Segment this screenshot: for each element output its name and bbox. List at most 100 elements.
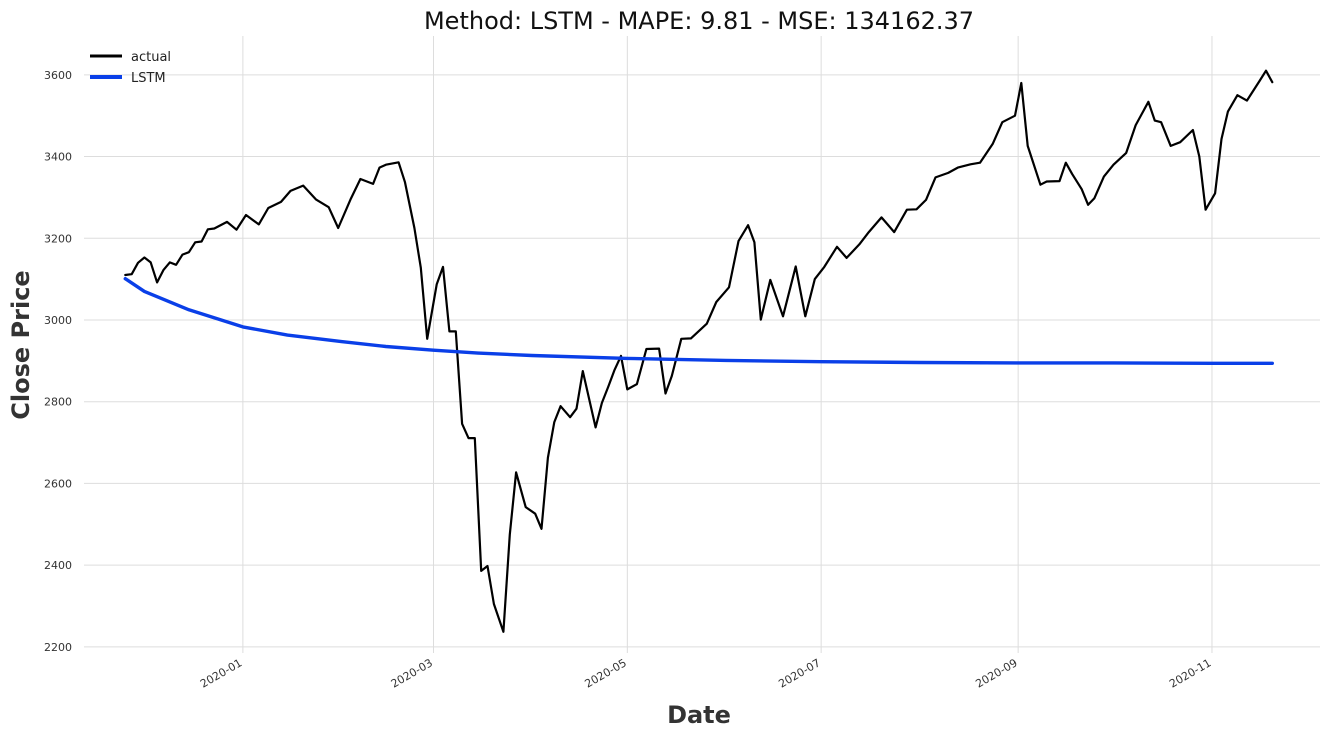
legend-label-actual: actual (131, 50, 171, 65)
data-point (636, 383, 638, 385)
y-axis-ticks: 2200 2400 2600 2800 3000 3200 3400 3600 (44, 69, 72, 654)
data-point (1271, 362, 1273, 364)
data-point (1259, 80, 1261, 82)
data-point (728, 286, 730, 288)
data-point (432, 349, 435, 351)
data-point (992, 143, 994, 145)
data-point (328, 206, 330, 208)
data-point (474, 437, 476, 439)
data-point (124, 278, 126, 280)
data-point (1087, 204, 1089, 206)
data-point (1170, 145, 1172, 147)
data-point (137, 262, 139, 264)
data-point (188, 309, 190, 311)
data-point (547, 457, 549, 459)
series-line-actual-points (124, 70, 1273, 633)
data-point (795, 265, 797, 268)
series-line-lstm (123, 277, 1275, 365)
data-point (245, 214, 247, 216)
data-point (1039, 184, 1041, 186)
data-point (804, 315, 806, 317)
data-point (502, 631, 504, 633)
data-point (601, 402, 603, 404)
data-point (715, 301, 717, 303)
data-point (957, 167, 959, 169)
data-point (671, 375, 673, 377)
data-point (337, 227, 339, 229)
data-point (880, 216, 883, 218)
data-point (404, 181, 406, 183)
data-point (753, 241, 756, 243)
data-point (340, 341, 342, 343)
data-point (486, 565, 489, 567)
data-point (1058, 180, 1061, 182)
data-point (560, 405, 562, 407)
data-point (372, 183, 374, 185)
data-point (1001, 121, 1003, 123)
data-point (448, 330, 450, 332)
y-tick-label: 2200 (44, 641, 72, 654)
data-point (947, 172, 949, 174)
data-point (181, 254, 184, 256)
data-point (658, 348, 660, 350)
data-point (1236, 94, 1238, 96)
legend: actual LSTM (90, 50, 171, 86)
data-point (420, 267, 422, 269)
x-axis-ticks: 2020-01 2020-03 2020-05 2020-07 2020-09 2020-… (198, 656, 1213, 690)
data-point (477, 352, 479, 354)
data-point (569, 416, 571, 418)
data-point (150, 261, 152, 263)
data-point (823, 266, 825, 268)
data-point (1125, 152, 1127, 154)
x-tick-label: 2020-01 (198, 656, 244, 690)
data-point (1103, 176, 1105, 178)
data-point (455, 330, 457, 332)
data-point (620, 355, 622, 357)
data-point (1227, 111, 1229, 113)
data-point (1147, 101, 1149, 103)
data-point (143, 290, 145, 292)
data-point (814, 278, 816, 280)
data-point (493, 603, 495, 605)
data-point (893, 231, 895, 233)
data-point (378, 167, 381, 169)
legend-label-lstm: LSTM (131, 71, 166, 86)
data-point (350, 198, 352, 200)
data-point (664, 392, 667, 395)
data-point (626, 388, 628, 390)
data-point (289, 190, 292, 192)
data-point (1020, 82, 1022, 84)
data-point (919, 361, 921, 364)
x-tick-label: 2020-11 (1167, 656, 1213, 690)
data-point (131, 273, 133, 275)
data-point (436, 283, 438, 285)
data-point (1071, 173, 1073, 175)
data-point (760, 319, 762, 321)
data-point (1192, 129, 1194, 131)
data-point (595, 426, 597, 428)
data-point (1160, 121, 1162, 123)
data-point (226, 221, 228, 223)
data-point (480, 570, 482, 572)
data-point (442, 266, 444, 268)
data-point (582, 370, 584, 372)
data-point (302, 185, 304, 187)
data-point (461, 423, 463, 425)
data-point (690, 337, 692, 339)
data-point (280, 201, 282, 203)
y-axis-label: Close Price (7, 270, 35, 419)
data-point (607, 386, 609, 388)
data-point (1220, 138, 1223, 140)
data-point (1081, 188, 1083, 190)
data-point (207, 228, 209, 230)
x-tick-label: 2020-09 (973, 656, 1019, 690)
data-point (725, 359, 727, 361)
data-point (737, 240, 740, 242)
data-point (194, 241, 196, 243)
data-point (509, 533, 511, 536)
data-point (426, 338, 428, 340)
plot-area (123, 69, 1275, 633)
data-point (782, 315, 784, 317)
data-point (1112, 362, 1115, 364)
